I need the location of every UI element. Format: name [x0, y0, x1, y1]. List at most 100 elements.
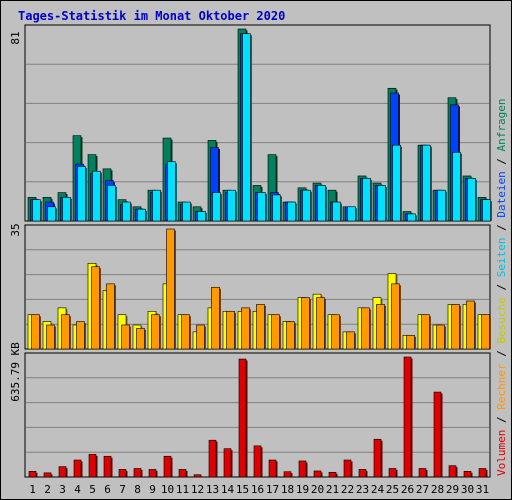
volumen-bar [193, 474, 202, 478]
chart-title: Tages-Statistik im Monat Oktober 2020 [18, 9, 285, 23]
legend-anfragen: Anfragen [495, 98, 508, 151]
seiten-bar [272, 194, 281, 222]
day-label: 14 [221, 483, 235, 496]
day-label: 25 [386, 483, 399, 496]
day-tick-labels: 1 2 3 4 5 6 7 8 9 10 11 12 13 14 15 16 17 18 19 20 21 22 23 24 2… [29, 483, 489, 496]
middle-ymax-label: 35 [9, 223, 22, 236]
volumen-bar [253, 445, 262, 478]
legend-volumen: Volumen [495, 430, 508, 476]
volumen-bar [103, 455, 112, 478]
rechner-bar [331, 314, 340, 350]
rechner-bar [151, 314, 160, 350]
day-label: 29 [446, 483, 459, 496]
day-label: 9 [149, 483, 156, 496]
rechner-bar [106, 283, 115, 350]
seiten-bar [47, 206, 56, 222]
volumen-bar [373, 438, 382, 478]
legend-rechner: Rechner [495, 363, 508, 410]
day-label: 10 [161, 483, 174, 496]
rechner-bar [136, 328, 145, 350]
day-label: 23 [356, 483, 369, 496]
volumen-bar [118, 469, 127, 478]
rechner-bar [121, 324, 130, 350]
seiten-bar [437, 189, 446, 222]
day-label: 31 [476, 483, 489, 496]
volumen-bar [358, 469, 367, 478]
volumen-bar [298, 460, 307, 478]
day-label: 2 [44, 483, 51, 496]
rechner-bar [271, 314, 280, 350]
day-label: 3 [59, 483, 66, 496]
seiten-bar [212, 192, 221, 222]
day-label: 5 [89, 483, 96, 496]
volumen-bar [133, 468, 142, 478]
rechner-bar [451, 304, 460, 350]
volumen-bar [178, 469, 187, 478]
top-ymax-label: 81 [9, 31, 22, 44]
seiten-bar [107, 185, 116, 222]
rechner-bar [316, 297, 325, 350]
seiten-bar [482, 199, 491, 222]
volumen-bar [208, 439, 217, 478]
legend-separator: / [495, 151, 508, 171]
volumen-bar [403, 356, 412, 478]
day-label: 12 [191, 483, 204, 496]
volumen-bar [163, 455, 172, 478]
day-label: 8 [134, 483, 141, 496]
volumen-bar [343, 459, 352, 478]
hits-files-pages-panel [24, 24, 492, 222]
seiten-bar [332, 201, 341, 222]
day-label: 19 [296, 483, 309, 496]
day-label: 1 [29, 483, 36, 496]
day-label: 16 [251, 483, 264, 496]
volumen-bar [448, 465, 457, 478]
seiten-bar [302, 189, 311, 222]
rechner-bar [391, 283, 400, 350]
legend-separator: / [495, 218, 508, 238]
rechner-bar [166, 228, 175, 350]
day-label: 6 [104, 483, 111, 496]
day-label: 15 [236, 483, 249, 496]
day-label: 22 [341, 483, 354, 496]
seiten-bar [377, 185, 386, 222]
rechner-bar [181, 314, 190, 350]
rechner-bar [241, 307, 250, 350]
seiten-bar [92, 170, 101, 222]
seiten-bar [242, 33, 251, 222]
day-label: 26 [401, 483, 414, 496]
seiten-bar [62, 196, 71, 222]
seiten-bar [167, 161, 176, 222]
rechner-bar [91, 266, 100, 350]
right-legend: Volumen / Rechner / Besuche / Seiten / D… [495, 98, 508, 476]
volume-panel [24, 352, 491, 478]
rechner-bar [61, 314, 70, 350]
day-label: 11 [176, 483, 189, 496]
legend-besuche: Besuche [495, 297, 508, 343]
seiten-bar [317, 185, 326, 222]
visits-sites-panel [24, 224, 491, 350]
seiten-bar [137, 208, 146, 222]
rechner-bar [256, 304, 265, 350]
volumen-bar [223, 448, 232, 478]
rechner-bar [481, 314, 490, 350]
rechner-bar [46, 324, 55, 350]
seiten-bar [422, 144, 431, 222]
rechner-bar [466, 300, 475, 350]
rechner-bar [226, 310, 235, 350]
seiten-bar [257, 192, 266, 222]
bottom-ymax-label: 635.79 KB [9, 342, 22, 402]
legend-separator: / [495, 344, 508, 364]
rechner-bar [436, 324, 445, 350]
day-label: 27 [416, 483, 429, 496]
day-label: 28 [431, 483, 444, 496]
volumen-bar [73, 459, 82, 478]
day-label: 30 [461, 483, 474, 496]
volumen-bar [88, 454, 97, 478]
rechner-bar [346, 331, 355, 350]
volumen-bar [388, 468, 397, 478]
seiten-bar [122, 201, 131, 222]
volumen-bar [43, 472, 52, 478]
seiten-bar [182, 201, 191, 222]
day-label: 20 [311, 483, 324, 496]
